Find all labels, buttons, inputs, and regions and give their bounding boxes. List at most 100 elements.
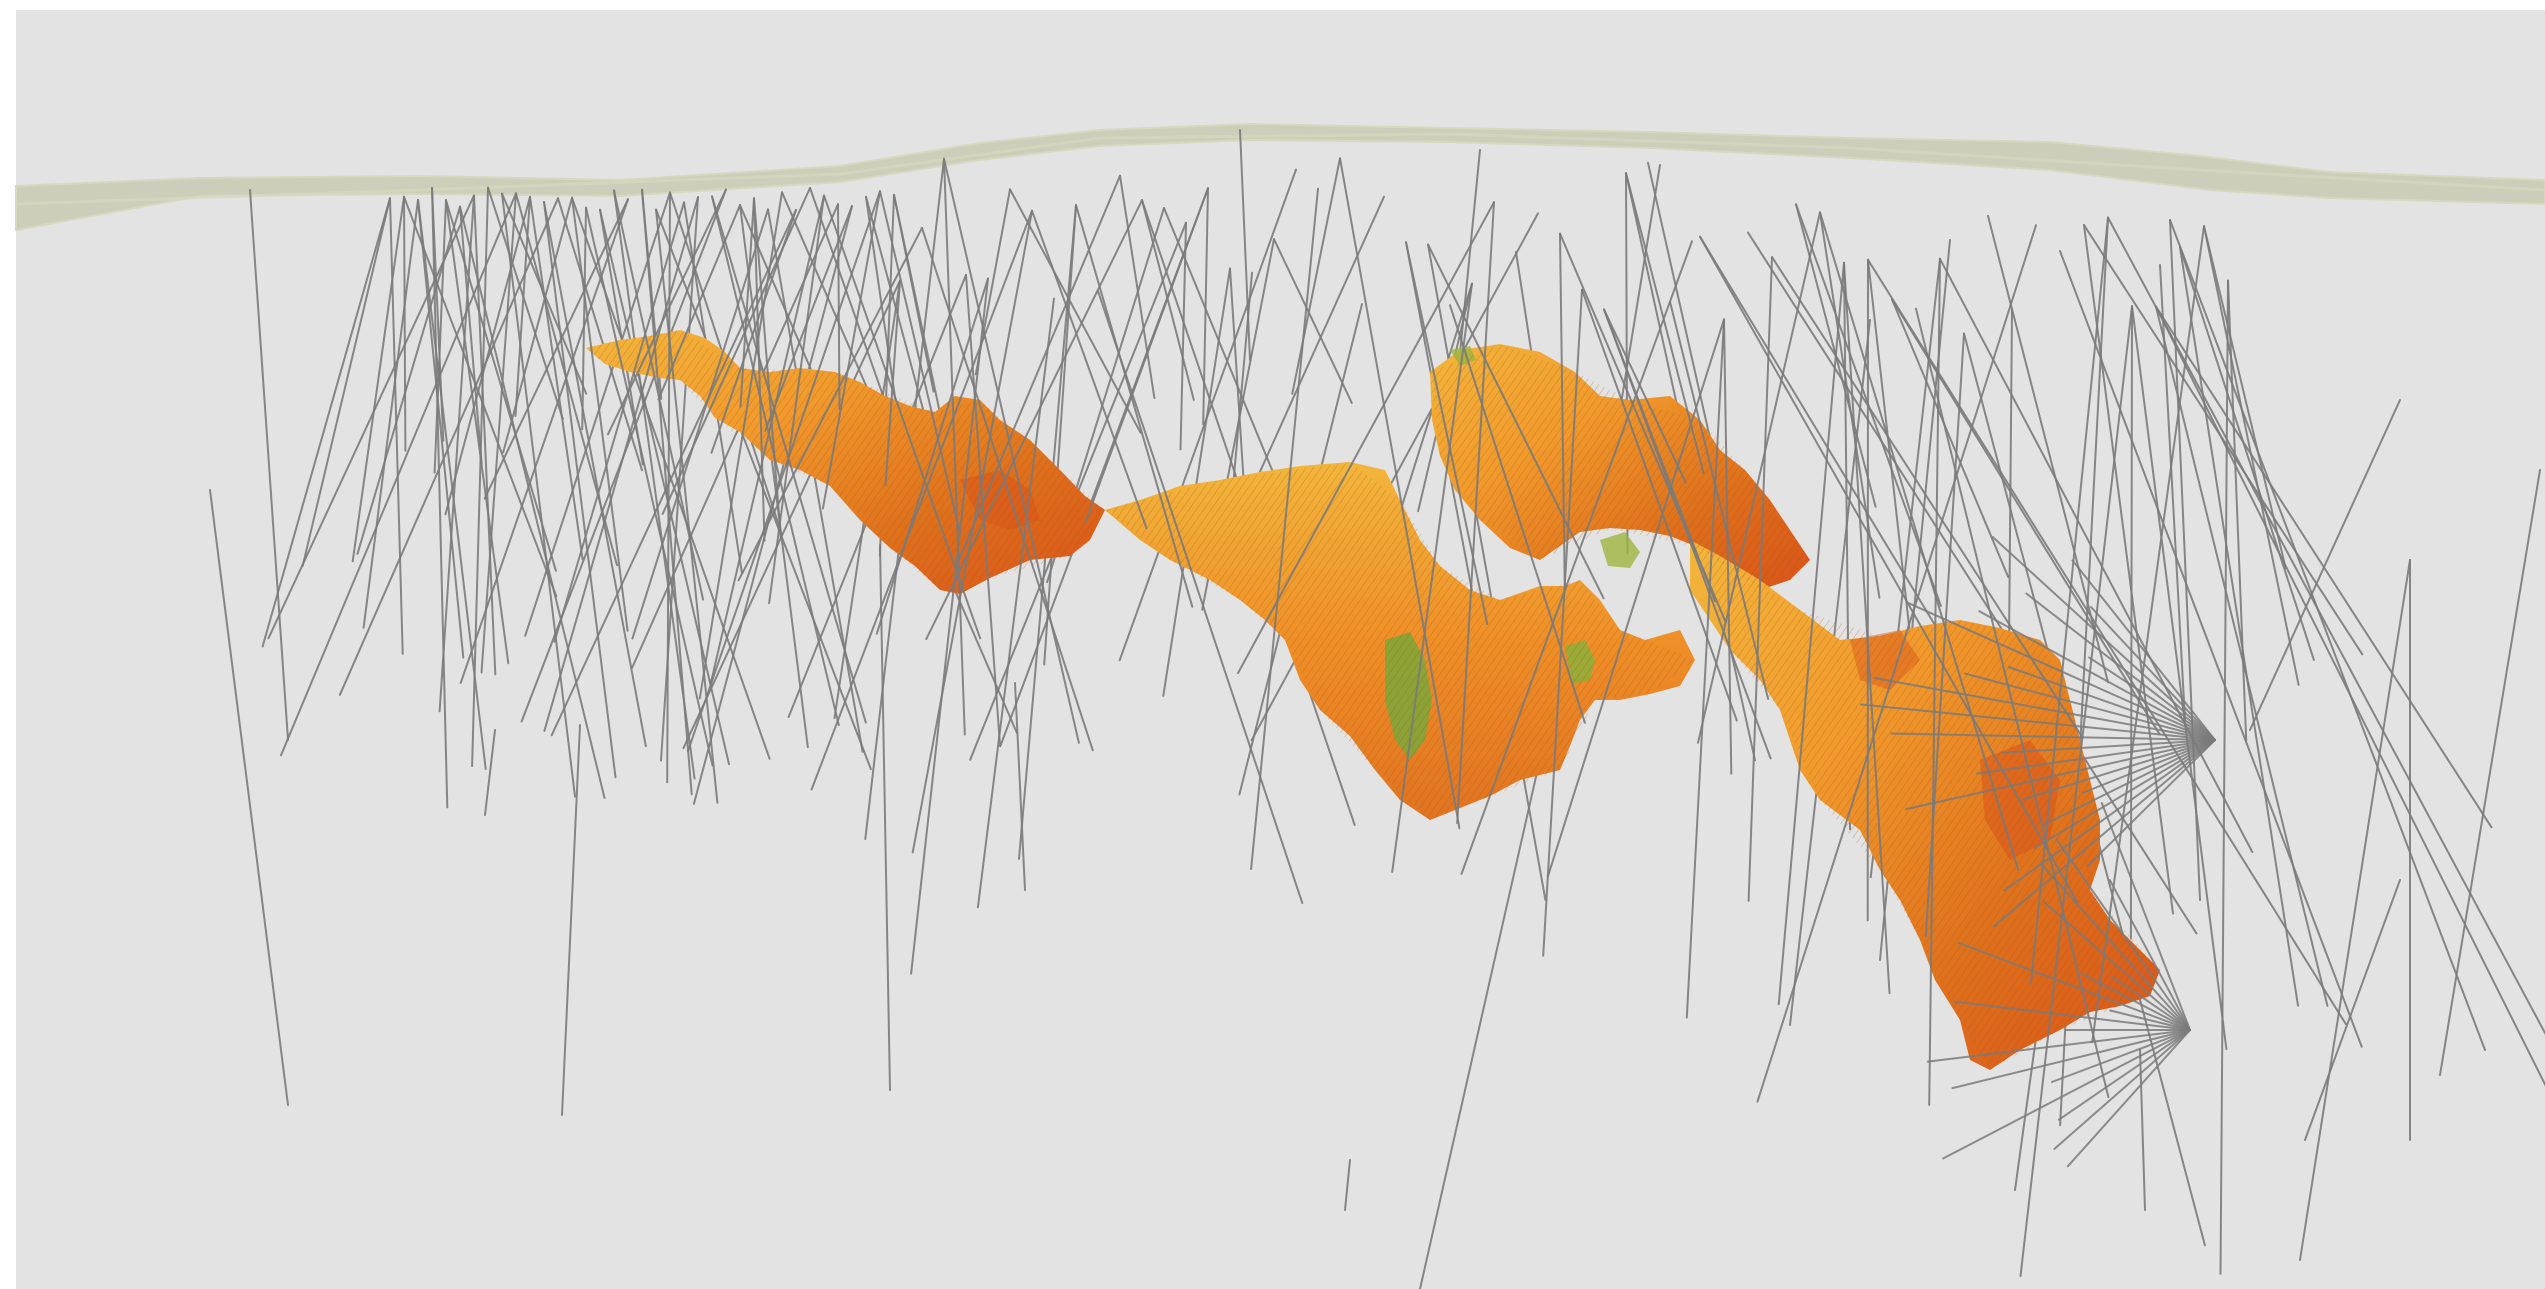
drillhole-trace	[1987, 214, 2109, 684]
drillhole-trace	[2155, 305, 2493, 829]
drillhole-trace	[2086, 739, 2216, 867]
drillhole-trace	[2169, 219, 2486, 1051]
drillhole-trace	[261, 197, 391, 648]
drillhole-trace	[1162, 267, 1231, 697]
drillhole-trace	[2155, 305, 2329, 1007]
drillhole-trace	[487, 186, 564, 420]
drillhole-trace	[1581, 288, 1738, 722]
drillhole-trace	[433, 199, 447, 474]
drillhole-trace	[893, 193, 935, 393]
drillhole-trace	[753, 197, 782, 539]
drillhole-trace	[1250, 187, 1319, 870]
drillhole-trace	[2108, 879, 2191, 1031]
drillhole-trace	[553, 201, 685, 643]
drillhole-trace	[484, 729, 496, 816]
drillhole-trace	[1009, 188, 1142, 434]
drillhole-trace	[1685, 318, 1725, 1019]
drillhole-trace	[809, 187, 886, 402]
drillhole-trace	[1992, 739, 2216, 928]
drillhole-trace	[1237, 201, 1495, 675]
drillhole-trace	[2107, 216, 2545, 1036]
drillhole-trace	[1179, 221, 1187, 451]
drillhole-trace	[1942, 1029, 2191, 1160]
drillhole-trace	[2000, 739, 2216, 754]
drillhole-trace	[1890, 732, 2216, 741]
drillhole-trace	[682, 279, 901, 750]
drillhole-trace	[911, 209, 1033, 854]
drillhole-trace	[209, 489, 289, 1106]
drillhole-trace	[249, 189, 289, 741]
drillhole-trace	[445, 199, 510, 665]
drillhole-trace	[1843, 261, 1891, 995]
drillhole-trace	[1242, 195, 1385, 510]
drillhole-trace	[661, 187, 811, 515]
drillhole-trace	[2055, 838, 2191, 1031]
drillhole-trace	[2025, 592, 2216, 741]
drillhole-trace	[1697, 211, 1821, 744]
drillhole-trace	[561, 724, 581, 1116]
drillhole-trace	[767, 208, 864, 753]
drillhole-trace	[1449, 304, 1586, 724]
drillhole-trace	[1951, 1029, 2191, 1090]
drillhole-trace	[1926, 1029, 2191, 1063]
drillhole-trace	[875, 277, 989, 635]
topography-surface	[15, 122, 2545, 232]
drillhole-trace	[837, 203, 841, 411]
drillhole-trace	[965, 273, 1001, 747]
drillhole-trace	[356, 205, 461, 555]
drillhole-trace	[1344, 1159, 1351, 1211]
drillhole-trace	[2007, 666, 2216, 741]
drillhole-trace	[2304, 879, 2401, 1141]
drillhole-trace	[1756, 224, 2037, 1103]
drillhole-trace	[417, 199, 465, 659]
drillhole-trace	[1699, 235, 2078, 903]
drillhole-trace	[2090, 606, 2216, 741]
drillhole-trace	[2081, 739, 2216, 794]
drillhole-trace	[444, 195, 531, 516]
drillhole-trace	[2057, 1029, 2191, 1121]
drillhole-trace	[2139, 1049, 2146, 1211]
drillhole-trace	[1119, 174, 1156, 399]
drillhole-trace	[1819, 211, 2020, 871]
drillhole-trace	[585, 206, 714, 767]
drillhole-trace	[823, 194, 982, 640]
drillhole-trace	[502, 196, 573, 454]
drillhole-trace	[1014, 682, 1026, 891]
drillhole-trace	[2003, 739, 2216, 892]
drillhole-trace	[483, 198, 629, 500]
drillhole-trace	[2042, 900, 2191, 1031]
drillhole-trace	[362, 199, 419, 629]
drillhole-trace	[1291, 157, 1341, 395]
drillhole-trace	[1777, 261, 1845, 1006]
drillhole-trace	[543, 201, 647, 748]
drillhole-trace	[2088, 656, 2216, 741]
drillhole-trace	[2041, 739, 2216, 827]
drillhole-trace	[666, 191, 671, 784]
drillhole-trace	[403, 195, 407, 452]
drillhole-trace	[884, 279, 901, 486]
drillhole-trace	[581, 206, 587, 431]
drillhole-trace	[879, 190, 960, 531]
drillhole-trace	[557, 197, 643, 472]
drillhole-trace	[2091, 225, 2205, 1044]
drillhole-trace	[641, 188, 693, 796]
drillhole-trace	[2053, 1029, 2191, 1150]
drillhole-trace	[2071, 559, 2216, 741]
drillhole-trace	[1559, 232, 1566, 590]
drillhole-trace	[2050, 1029, 2191, 1083]
drillhole-trace	[543, 201, 617, 779]
drillhole-trace	[403, 195, 558, 598]
drillhole-trace	[338, 197, 559, 696]
drillhole-trace	[1043, 204, 1077, 666]
drillhole-trace	[1391, 282, 1473, 873]
drillhole-trace	[1603, 308, 1687, 484]
drillhole-trace	[1542, 288, 1583, 957]
drillhole-trace	[1460, 240, 1693, 875]
drillhole-trace	[2203, 225, 2287, 570]
drillhole-trace	[2040, 862, 2191, 1031]
drillhole-trace	[879, 544, 891, 1091]
drillhole-trace	[976, 297, 1055, 909]
drillhole-trace	[1978, 610, 2216, 741]
